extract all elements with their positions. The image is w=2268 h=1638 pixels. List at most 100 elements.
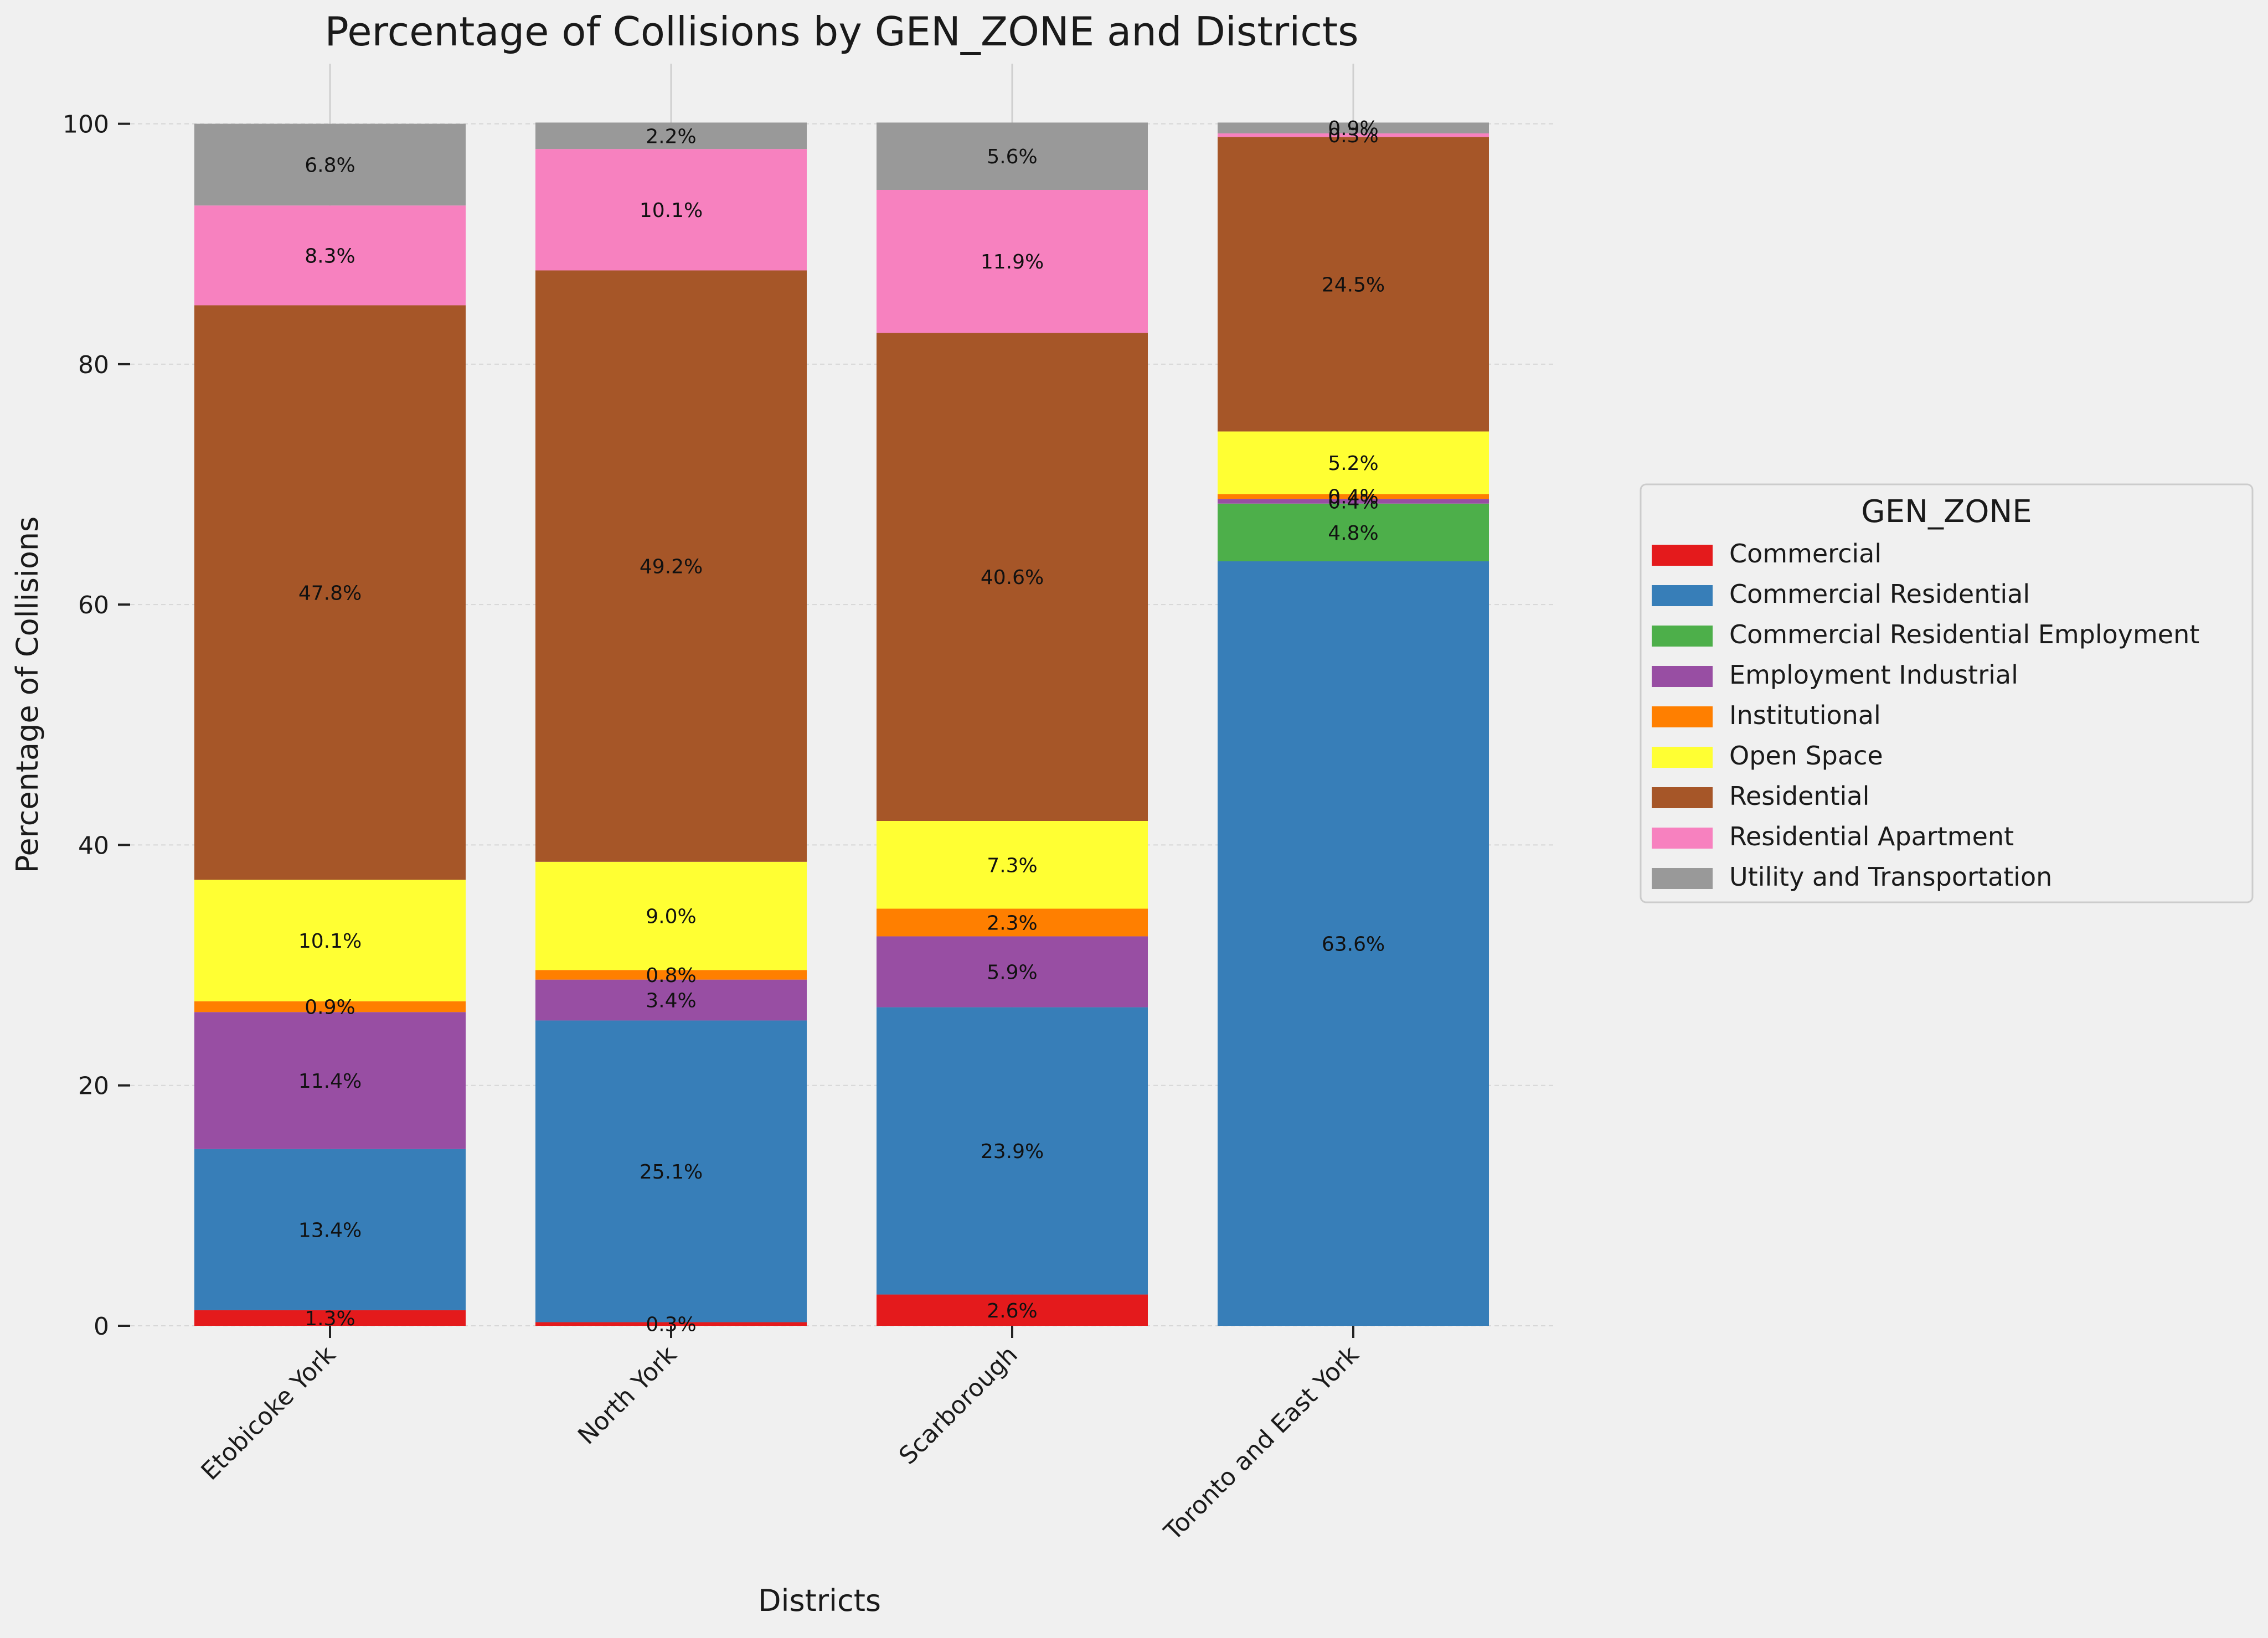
- data-label: 24.5%: [1322, 273, 1385, 296]
- legend-label: Residential: [1729, 781, 1869, 811]
- data-label: 40.6%: [981, 566, 1044, 589]
- legend-label: Commercial: [1729, 539, 1882, 569]
- legend-label: Utility and Transportation: [1729, 862, 2052, 892]
- bars: [194, 122, 1489, 1326]
- legend-label: Commercial Residential: [1729, 579, 2030, 609]
- bar-segment: [535, 270, 807, 862]
- data-label: 63.6%: [1322, 933, 1385, 955]
- legend-swatch: [1652, 626, 1713, 647]
- legend-label: Institutional: [1729, 700, 1881, 730]
- data-label: 6.8%: [305, 154, 355, 177]
- bar-segment: [535, 1020, 807, 1322]
- legend-swatch: [1652, 828, 1713, 849]
- legend-swatch: [1652, 585, 1713, 606]
- legend-label: Commercial Residential Employment: [1729, 619, 2199, 649]
- data-label: 3.4%: [646, 990, 696, 1012]
- bar-segment: [194, 305, 466, 880]
- data-label: 0.4%: [1328, 486, 1378, 509]
- bar-segment: [1218, 561, 1489, 1326]
- y-tick-label: 20: [78, 1072, 109, 1100]
- bar-segment: [535, 149, 807, 271]
- data-label: 47.8%: [298, 582, 362, 604]
- data-label: 11.9%: [981, 251, 1044, 273]
- y-tick-label: 40: [78, 831, 109, 860]
- x-axis: Etobicoke York North York Scarborough Toron…: [196, 1326, 1364, 1546]
- legend-swatch: [1652, 545, 1713, 566]
- data-label: 7.3%: [987, 854, 1037, 877]
- data-label: 5.6%: [987, 146, 1037, 168]
- bar-segment: [877, 1007, 1148, 1295]
- data-label: 10.1%: [640, 199, 703, 222]
- bar-segment: [877, 1294, 1148, 1326]
- bar-segment: [535, 979, 807, 1021]
- y-tick-label: 0: [94, 1313, 109, 1341]
- bar-segment: [877, 908, 1148, 937]
- y-tick-label: 60: [78, 591, 109, 619]
- y-axis: 0 20 40 60 80 100: [63, 111, 130, 1341]
- bar-segment: [535, 1322, 807, 1326]
- y-axis-label: Percentage of Collisions: [10, 516, 45, 873]
- bar-segment: [194, 1149, 466, 1310]
- bar-segment: [877, 122, 1148, 190]
- data-labels: 1.3%13.4%11.4%0.9%10.1%47.8%8.3%6.8%0.3%…: [298, 117, 1385, 1336]
- bar-segment: [877, 190, 1148, 333]
- chart-title: Percentage of Collisions by GEN_ZONE and…: [324, 8, 1358, 55]
- bar-segment: [1218, 503, 1489, 561]
- legend-swatch: [1652, 787, 1713, 808]
- bar-segment: [535, 970, 807, 980]
- bar-segment: [877, 333, 1148, 821]
- bar-segment: [877, 936, 1148, 1007]
- bar-segment: [1218, 499, 1489, 504]
- y-tick-label: 100: [63, 111, 109, 139]
- bar-segment: [1218, 137, 1489, 432]
- data-label: 10.1%: [298, 930, 362, 953]
- data-label: 4.8%: [1328, 522, 1378, 545]
- data-label: 0.9%: [1328, 117, 1378, 140]
- legend-swatch: [1652, 747, 1713, 768]
- bar-segment: [1218, 122, 1489, 133]
- data-label: 9.0%: [646, 906, 696, 928]
- legend-swatch: [1652, 868, 1713, 889]
- data-label: 13.4%: [298, 1219, 362, 1242]
- legend-label: Open Space: [1729, 741, 1883, 771]
- bar-segment: [194, 1310, 466, 1326]
- data-label: 5.2%: [1328, 452, 1378, 475]
- x-tick-label: Toronto and East York: [1158, 1340, 1364, 1546]
- data-label: 8.3%: [305, 245, 355, 267]
- legend-swatch: [1652, 666, 1713, 687]
- bar-segment: [535, 861, 807, 970]
- y-tick-label: 80: [78, 351, 109, 379]
- data-label: 0.4%: [1328, 490, 1378, 513]
- data-label: 11.4%: [298, 1070, 362, 1093]
- bar-segment: [194, 880, 466, 1001]
- bar-segment: [1218, 431, 1489, 494]
- data-label: 0.8%: [646, 964, 696, 987]
- data-label: 2.6%: [987, 1300, 1037, 1322]
- x-tick-label: North York: [573, 1340, 682, 1450]
- data-label: 5.9%: [987, 962, 1037, 984]
- legend-frame: [1640, 483, 2254, 903]
- legend-items: Commercial Commercial Residential Commerci…: [1652, 539, 2199, 892]
- data-label: 0.3%: [1328, 125, 1378, 147]
- data-label: 49.2%: [640, 556, 703, 578]
- bar-segment: [194, 205, 466, 306]
- bar-segment: [194, 1012, 466, 1149]
- legend-label: Employment Industrial: [1729, 660, 2018, 690]
- bar-segment: [877, 821, 1148, 909]
- x-tick-label: Etobicoke York: [196, 1340, 342, 1486]
- legend-title: GEN_ZONE: [1861, 494, 2032, 530]
- data-label: 25.1%: [640, 1161, 703, 1184]
- data-label: 0.9%: [305, 996, 355, 1019]
- legend-label: Residential Apartment: [1729, 821, 2014, 851]
- bar-segment: [1218, 494, 1489, 499]
- x-tick-label: Scarborough: [894, 1341, 1023, 1470]
- legend: GEN_ZONE Commercial Commercial Residentia…: [1640, 483, 2254, 903]
- data-label: 2.3%: [987, 912, 1037, 934]
- bar-segment: [1218, 133, 1489, 137]
- bar-segment: [535, 122, 807, 149]
- data-label: 23.9%: [981, 1140, 1044, 1163]
- bar-segment: [194, 1001, 466, 1012]
- legend-swatch: [1652, 706, 1713, 727]
